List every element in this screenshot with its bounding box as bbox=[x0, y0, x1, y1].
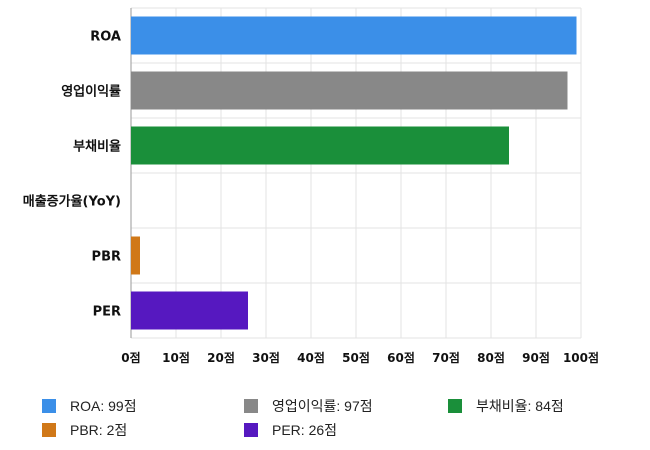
category-label: 매출증가율(YoY) bbox=[23, 194, 121, 210]
legend-label-debt-ratio: 부채비율: 84점 bbox=[476, 398, 564, 414]
x-tick-label: 0점 bbox=[121, 350, 140, 365]
x-tick-label: 100점 bbox=[563, 350, 599, 365]
x-tick-label: 30점 bbox=[252, 350, 280, 365]
bar-4 bbox=[131, 236, 140, 275]
bar-1 bbox=[131, 71, 568, 110]
legend-item-roa: ROA: 99점 bbox=[42, 396, 137, 416]
legend-label-pbr: PBR: 2점 bbox=[70, 422, 128, 438]
legend-swatch-per bbox=[244, 423, 258, 437]
category-label: PBR bbox=[92, 250, 121, 265]
legend-label-per: PER: 26점 bbox=[272, 422, 338, 438]
x-tick-label: 70점 bbox=[432, 350, 460, 365]
legend-label-operating-margin: 영업이익률: 97점 bbox=[272, 398, 373, 414]
x-tick-label: 90점 bbox=[522, 350, 550, 365]
x-tick-label: 50점 bbox=[342, 350, 370, 365]
legend-item-per: PER: 26점 bbox=[244, 420, 337, 440]
legend-swatch-roa bbox=[42, 399, 56, 413]
legend-swatch-debt-ratio bbox=[448, 399, 462, 413]
legend-item-pbr: PBR: 2점 bbox=[42, 420, 127, 440]
x-tick-label: 80점 bbox=[477, 350, 505, 365]
category-label: PER bbox=[93, 305, 121, 320]
bar-0 bbox=[131, 16, 577, 55]
legend-label-roa: ROA: 99점 bbox=[70, 398, 137, 414]
legend-swatch-operating-margin bbox=[244, 399, 258, 413]
bar-2 bbox=[131, 126, 509, 165]
legend-swatch-pbr bbox=[42, 423, 56, 437]
x-tick-label: 60점 bbox=[387, 350, 415, 365]
chart-legend: ROA: 99점 영업이익률: 97점 부채비율: 84점 PBR: 2점 PE… bbox=[0, 388, 650, 448]
legend-item-operating-margin: 영업이익률: 97점 bbox=[244, 396, 373, 416]
bar-5 bbox=[131, 291, 248, 330]
legend-item-debt-ratio: 부채비율: 84점 bbox=[448, 396, 564, 416]
category-label: 부채비율 bbox=[73, 139, 121, 155]
x-tick-label: 10점 bbox=[162, 350, 190, 365]
x-tick-label: 20점 bbox=[207, 350, 235, 365]
category-label: ROA bbox=[90, 30, 121, 45]
category-label: 영업이익률 bbox=[61, 84, 121, 100]
x-tick-label: 40점 bbox=[297, 350, 325, 365]
